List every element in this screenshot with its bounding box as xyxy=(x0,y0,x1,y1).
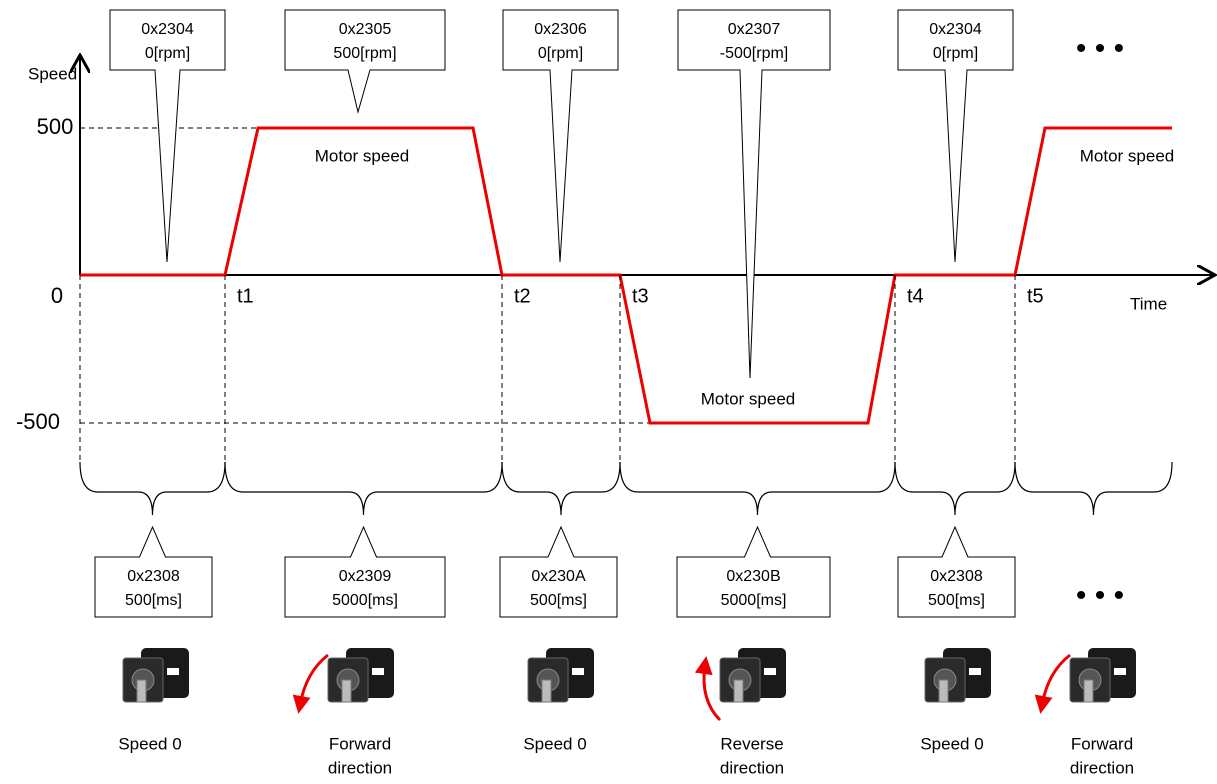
motor-label: Reverse xyxy=(720,734,783,753)
brace xyxy=(1014,461,1173,516)
motor-tag xyxy=(969,668,981,675)
ellipsis: • • • xyxy=(1076,32,1124,65)
callout-value: 5000[ms] xyxy=(721,592,787,609)
motor-icon xyxy=(1069,648,1136,703)
callout-address: 0x2305 xyxy=(339,21,392,38)
motor-tag xyxy=(764,668,776,675)
motor-shaft xyxy=(733,679,744,703)
callout-address: 0x230B xyxy=(726,568,780,585)
callout-address: 0x2307 xyxy=(728,21,781,38)
callout-value: 500[ms] xyxy=(928,592,985,609)
motor-shaft xyxy=(341,679,352,703)
callout-value: 500[ms] xyxy=(125,592,182,609)
motor-icon xyxy=(924,648,991,703)
motor-tag xyxy=(167,668,179,675)
motor-shaft xyxy=(136,679,147,703)
motor-label: Speed 0 xyxy=(920,734,983,753)
brace xyxy=(79,461,226,516)
y-tick: 0 xyxy=(51,283,63,308)
callout xyxy=(284,525,446,618)
callout xyxy=(502,9,619,263)
callout xyxy=(677,9,831,379)
callout-address: 0x2304 xyxy=(929,21,982,38)
speed-label: Motor speed xyxy=(315,146,410,165)
brace xyxy=(224,461,503,516)
callout-address: 0x2304 xyxy=(141,21,194,38)
callout-value: 0[rpm] xyxy=(538,45,583,62)
motor-icon xyxy=(122,648,189,703)
y-tick: 500 xyxy=(37,114,74,139)
motor-shaft xyxy=(1083,679,1094,703)
y-tick: -500 xyxy=(16,409,60,434)
callout-value: 0[rpm] xyxy=(933,45,978,62)
callout xyxy=(676,525,831,618)
brace xyxy=(894,461,1016,516)
callout-value: 0[rpm] xyxy=(145,45,190,62)
callout xyxy=(897,525,1016,618)
callout-value: 5000[ms] xyxy=(332,592,398,609)
time-mark: t2 xyxy=(514,285,531,307)
motor-tag xyxy=(1114,668,1126,675)
callout xyxy=(499,525,618,618)
speed-label: Motor speed xyxy=(701,389,796,408)
callout-address: 0x2306 xyxy=(534,21,587,38)
callout xyxy=(109,9,226,263)
motor-shaft xyxy=(938,679,949,703)
motor-label: direction xyxy=(720,758,784,777)
rotation-arrow xyxy=(1034,653,1071,714)
motor-tag xyxy=(372,668,384,675)
rotation-arrow xyxy=(694,656,722,722)
callout-address: 0x2308 xyxy=(127,568,180,585)
motor-label: Forward xyxy=(329,734,391,753)
speed-label: Motor speed xyxy=(1080,146,1175,165)
motor-label: direction xyxy=(328,758,392,777)
time-mark: t5 xyxy=(1027,285,1044,307)
x-label: Time xyxy=(1130,294,1167,313)
time-mark: t4 xyxy=(907,285,924,307)
brace xyxy=(619,461,896,516)
callout-address: 0x230A xyxy=(531,568,586,585)
callout xyxy=(94,525,213,618)
callout xyxy=(284,9,446,114)
motor-label: Forward xyxy=(1071,734,1133,753)
rotation-arrow xyxy=(292,653,329,714)
callout-address: 0x2308 xyxy=(930,568,983,585)
time-mark: t3 xyxy=(632,285,649,307)
y-label: Speed xyxy=(28,64,77,83)
motor-shaft xyxy=(541,679,552,703)
motor-label: Speed 0 xyxy=(118,734,181,753)
motor-label: Speed 0 xyxy=(523,734,586,753)
callout-value: 500[ms] xyxy=(530,592,587,609)
callout-address: 0x2309 xyxy=(339,568,392,585)
speed-profile xyxy=(80,126,1172,425)
motor-tag xyxy=(572,668,584,675)
ellipsis: • • • xyxy=(1076,579,1124,612)
motor-icon xyxy=(327,648,394,703)
motor-label: direction xyxy=(1070,758,1134,777)
motor-icon xyxy=(527,648,594,703)
time-mark: t1 xyxy=(237,285,254,307)
callout xyxy=(897,9,1014,263)
motor-icon xyxy=(719,648,786,703)
callout-value: -500[rpm] xyxy=(720,45,788,62)
callout-value: 500[rpm] xyxy=(333,45,396,62)
brace xyxy=(501,461,621,516)
